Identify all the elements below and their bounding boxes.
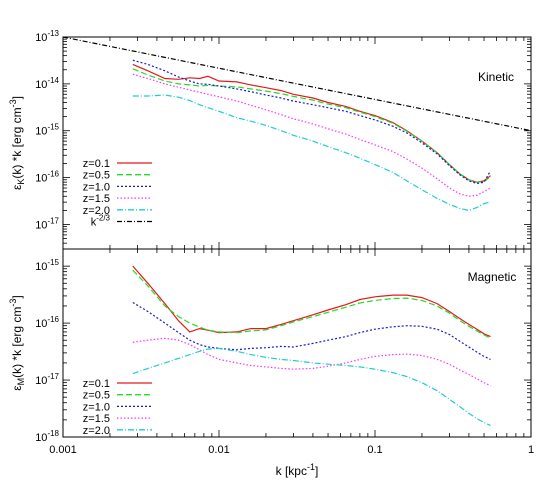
magnetic-panel: 10-15 10-16 10-17 10-18 0.001 0.01 0.1 1 Magne…	[8, 248, 534, 456]
kinetic-legend-label: z=0.1	[83, 158, 110, 170]
kinetic-legend-label: z=1.5	[83, 193, 110, 205]
kinetic-series-z-2-0	[132, 94, 491, 212]
kinetic-y-tick-label: 10-16	[35, 170, 59, 185]
kinetic-panel-label: Kinetic	[478, 70, 514, 84]
magnetic-legend-label: z=0.5	[83, 390, 110, 402]
magnetic-legend-label: z=1.5	[83, 413, 110, 425]
magnetic-x-tick-label: 0.01	[208, 444, 229, 456]
kinetic-legend-label: k-2/3	[91, 214, 111, 229]
kinetic-y-tick-label: 10-14	[35, 76, 59, 91]
magnetic-y-tick-label: 10-18	[35, 429, 59, 444]
magnetic-y-tick-label: 10-15	[35, 258, 59, 273]
kinetic-y-tick-label: 10-13	[35, 29, 59, 44]
kinetic-y-axis-label: εK(k) *k [erg cm-3]	[8, 96, 26, 190]
kinetic-legend-label: z=0.5	[83, 170, 110, 182]
magnetic-x-tick-label: 0.1	[367, 444, 382, 456]
kinetic-y-tick-label: 10-17	[35, 216, 59, 231]
magnetic-series-z-1-0	[132, 301, 491, 360]
magnetic-legend-label: z=2.0	[83, 425, 110, 437]
magnetic-panel-label: Magnetic	[468, 270, 517, 284]
magnetic-series-z-0-5	[132, 269, 491, 339]
x-axis-label: k [kpc-1]	[276, 462, 319, 478]
magnetic-series-z-0-1	[132, 265, 491, 338]
kinetic-series-z-0-5	[132, 68, 491, 183]
magnetic-legend-label: z=1.0	[83, 401, 110, 413]
kinetic-y-tick-label: 10-15	[35, 123, 59, 138]
kinetic-series-power-law-line	[62, 36, 532, 132]
magnetic-series-z-1-5	[132, 337, 491, 387]
magnetic-legend-label: z=0.1	[83, 378, 110, 390]
kinetic-series-z-1-5	[132, 73, 491, 197]
magnetic-x-tick-label: 1	[528, 444, 534, 456]
magnetic-x-tick-label: 0.001	[49, 444, 77, 456]
kinetic-series-z-1-0	[132, 59, 492, 185]
magnetic-y-axis-label: εM(k) *k [erg cm-3]	[8, 295, 26, 391]
magnetic-plot-frame	[62, 248, 532, 438]
magnetic-series-z-2-0	[132, 347, 491, 426]
kinetic-legend-label: z=2.0	[83, 205, 110, 217]
kinetic-legend-label: z=1.0	[83, 181, 110, 193]
magnetic-y-tick-label: 10-16	[35, 315, 59, 330]
magnetic-y-tick-label: 10-17	[35, 372, 59, 387]
